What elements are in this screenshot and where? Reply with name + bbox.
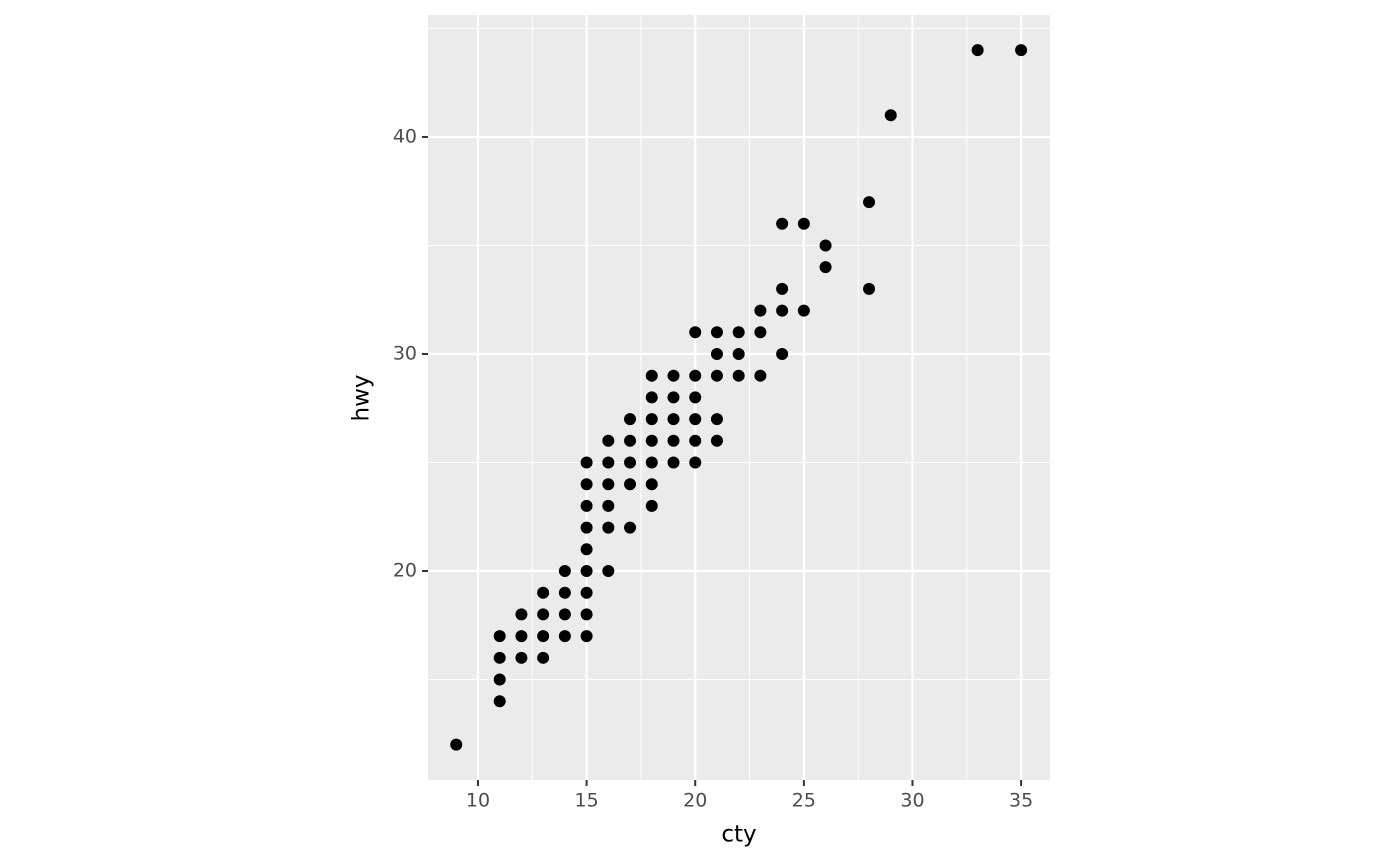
point <box>645 478 658 491</box>
x-tick-label: 15 <box>575 790 599 812</box>
x-tick-label: 25 <box>792 790 816 812</box>
y-tick-label: 20 <box>393 560 417 582</box>
point <box>732 326 745 339</box>
point <box>776 304 789 317</box>
point <box>754 326 767 339</box>
point <box>689 369 702 382</box>
y-tick-label: 40 <box>393 125 417 147</box>
point <box>580 630 593 643</box>
point <box>645 456 658 469</box>
x-tick-label: 10 <box>466 790 490 812</box>
point <box>537 586 550 599</box>
point <box>580 543 593 556</box>
point <box>580 499 593 512</box>
point <box>645 369 658 382</box>
point <box>602 456 615 469</box>
point <box>580 478 593 491</box>
point <box>537 608 550 621</box>
point <box>558 586 571 599</box>
point <box>493 695 506 708</box>
x-tick-label: 35 <box>1009 790 1033 812</box>
point <box>754 369 767 382</box>
point <box>602 521 615 534</box>
point <box>624 413 637 426</box>
point <box>624 456 637 469</box>
point <box>537 651 550 664</box>
point <box>797 304 810 317</box>
point <box>732 347 745 360</box>
point <box>624 434 637 447</box>
point <box>667 391 680 404</box>
point <box>645 391 658 404</box>
x-tick-label: 30 <box>900 790 924 812</box>
point <box>732 369 745 382</box>
point <box>580 565 593 578</box>
point <box>884 109 897 122</box>
panel <box>428 15 1050 780</box>
point <box>580 586 593 599</box>
point <box>515 608 528 621</box>
point <box>689 413 702 426</box>
point <box>580 521 593 534</box>
point <box>602 499 615 512</box>
point <box>689 434 702 447</box>
y-axis-title: hwy <box>349 375 375 422</box>
point <box>493 673 506 686</box>
point <box>863 196 876 209</box>
point <box>515 630 528 643</box>
point <box>797 217 810 230</box>
point <box>558 565 571 578</box>
point <box>710 369 723 382</box>
point <box>971 44 984 57</box>
point <box>624 521 637 534</box>
point <box>667 413 680 426</box>
point <box>558 630 571 643</box>
point <box>776 217 789 230</box>
point <box>710 347 723 360</box>
point <box>602 565 615 578</box>
point <box>493 630 506 643</box>
point <box>645 434 658 447</box>
x-tick-label: 20 <box>683 790 707 812</box>
point <box>863 282 876 295</box>
point <box>580 608 593 621</box>
point <box>493 651 506 664</box>
point <box>667 434 680 447</box>
point <box>710 326 723 339</box>
point <box>537 630 550 643</box>
point <box>602 434 615 447</box>
point <box>689 391 702 404</box>
y-tick-label: 30 <box>393 342 417 364</box>
point <box>624 478 637 491</box>
point <box>710 413 723 426</box>
point <box>754 304 767 317</box>
x-axis-title: cty <box>721 822 756 848</box>
point <box>689 456 702 469</box>
point <box>819 239 832 252</box>
point <box>776 282 789 295</box>
point <box>689 326 702 339</box>
point <box>602 478 615 491</box>
point <box>645 499 658 512</box>
point <box>819 261 832 274</box>
point <box>515 651 528 664</box>
point <box>667 369 680 382</box>
point <box>450 738 463 751</box>
point <box>580 456 593 469</box>
point <box>645 413 658 426</box>
point <box>776 347 789 360</box>
point <box>710 434 723 447</box>
point <box>1015 44 1028 57</box>
point <box>667 456 680 469</box>
point <box>558 608 571 621</box>
